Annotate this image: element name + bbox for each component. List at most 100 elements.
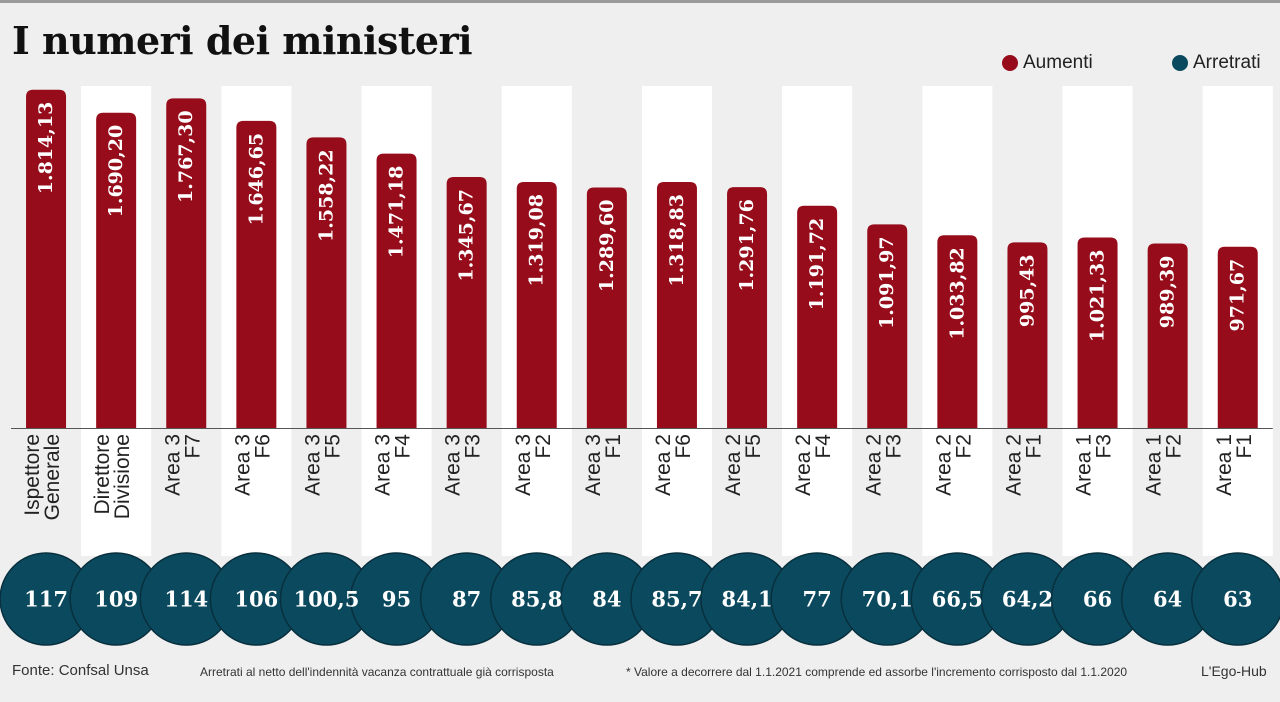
category-label: F1 — [1022, 434, 1045, 459]
bar-value-label: 1.345,67 — [456, 189, 478, 282]
category-label: F4 — [392, 434, 415, 459]
circle-value-label: 64,2 — [1002, 587, 1053, 612]
circle-value-label: 106 — [234, 587, 278, 612]
circle-value-label: 114 — [164, 587, 208, 612]
category-label: F7 — [181, 434, 204, 459]
footer-credit: L'Ego-Hub — [1201, 663, 1267, 679]
category-label: Area 3 — [231, 434, 254, 496]
category-label: Area 2 — [932, 434, 955, 496]
bar-value-label: 1.191,72 — [806, 218, 828, 311]
circle-value-label: 63 — [1223, 587, 1252, 612]
bar-aumenti — [96, 112, 137, 428]
bar-value-label: 1.091,97 — [876, 236, 898, 329]
category-label: Direttore — [91, 434, 114, 515]
legend-item-aumenti: Aumenti — [1002, 52, 1093, 74]
bar-value-label: 995,43 — [1016, 254, 1038, 327]
circle-value-label: 85,8 — [511, 587, 562, 612]
category-label: Area 2 — [722, 434, 745, 496]
category-label: Area 2 — [862, 434, 885, 496]
category-label: F2 — [952, 434, 975, 459]
bar-value-label: 1.646,65 — [245, 133, 267, 226]
circle-value-label: 77 — [803, 587, 832, 612]
bar-aumenti — [797, 205, 838, 428]
legend-item-arretrati: Arretrati — [1172, 52, 1261, 74]
circle-value-label: 84 — [592, 587, 621, 612]
circle-value-label: 117 — [24, 587, 68, 612]
category-label: F3 — [882, 434, 905, 459]
category-label: F3 — [1093, 434, 1116, 459]
category-label: Area 1 — [1143, 434, 1166, 496]
circle-value-label: 100,5 — [294, 587, 360, 612]
bar-value-label: 1.021,33 — [1087, 250, 1109, 343]
bar-value-label: 1.558,22 — [315, 149, 337, 242]
bar-aumenti — [236, 120, 277, 428]
category-label: Area 3 — [582, 434, 605, 496]
category-label: Area 3 — [161, 434, 184, 496]
category-label: Area 2 — [652, 434, 675, 496]
category-label: Area 3 — [442, 434, 465, 496]
bar-aumenti — [1217, 246, 1258, 428]
circle-arretrati — [1191, 552, 1280, 646]
category-label: F6 — [672, 434, 695, 459]
circle-value-label: 95 — [382, 587, 411, 612]
bar-aumenti — [1077, 237, 1118, 428]
category-label: Area 3 — [301, 434, 324, 496]
circle-value-label: 64 — [1153, 587, 1182, 612]
category-label: Area 2 — [792, 434, 815, 496]
bar-aumenti — [656, 182, 697, 428]
category-label: F6 — [251, 434, 274, 459]
category-label: Divisione — [111, 434, 134, 519]
page-title: I numeri dei ministeri — [12, 18, 473, 63]
bar-value-label: 1.471,18 — [386, 166, 408, 259]
circle-value-label: 85,7 — [651, 587, 702, 612]
category-label: F4 — [812, 434, 835, 459]
category-label: Area 3 — [372, 434, 395, 496]
bar-value-label: 1.767,30 — [175, 110, 197, 203]
bar-value-label: 1.291,76 — [736, 199, 758, 292]
circle-value-label: 87 — [452, 587, 481, 612]
bar-value-label: 1.318,83 — [666, 194, 688, 287]
bar-value-label: 1.289,60 — [596, 200, 618, 293]
bar-aumenti — [1147, 243, 1188, 428]
footer-asterisk: * Valore a decorrere dal 1.1.2021 compre… — [626, 665, 1128, 679]
bar-value-label: 1.690,20 — [105, 125, 127, 218]
bar-aumenti — [166, 98, 207, 429]
circle-value-label: 84,1 — [721, 587, 772, 612]
category-label: Generale — [41, 434, 64, 520]
category-label: F3 — [462, 434, 485, 459]
category-label: Area 3 — [512, 434, 535, 496]
bar-value-label: 971,67 — [1227, 259, 1249, 332]
circle-value-label: 70,1 — [862, 587, 913, 612]
circle-value-label: 66 — [1083, 587, 1112, 612]
bar-aumenti — [1007, 242, 1048, 428]
bar-aumenti — [376, 153, 417, 428]
bar-value-label: 1.319,08 — [526, 194, 548, 287]
category-label: F5 — [321, 434, 344, 459]
bar-aumenti — [586, 187, 627, 428]
bar-aumenti — [867, 224, 908, 428]
legend-swatch-aumenti — [1002, 55, 1018, 71]
bar-aumenti — [446, 177, 487, 428]
bar-aumenti — [727, 187, 768, 428]
category-label: F2 — [1163, 434, 1186, 459]
footer-source: Fonte: Confsal Unsa — [12, 662, 149, 679]
bar-value-label: 1.033,82 — [946, 247, 968, 340]
category-label: Area 2 — [1002, 434, 1025, 496]
top-rule — [0, 0, 1280, 3]
category-label: Area 1 — [1073, 434, 1096, 496]
category-label: F2 — [532, 434, 555, 459]
bar-aumenti — [26, 89, 67, 428]
footer-note: Arretrati al netto dell'indennità vacanz… — [200, 665, 554, 679]
bar-aumenti — [306, 137, 347, 428]
bar-aumenti — [937, 235, 978, 428]
bar-value-label: 1.814,13 — [35, 102, 57, 195]
category-label: F1 — [1233, 434, 1256, 459]
category-label: F5 — [742, 434, 765, 459]
circle-value-label: 109 — [94, 587, 138, 612]
bar-aumenti — [516, 182, 557, 428]
legend-label-aumenti: Aumenti — [1023, 52, 1093, 73]
bar-value-label: 989,39 — [1157, 255, 1179, 328]
category-label: F1 — [602, 434, 625, 459]
